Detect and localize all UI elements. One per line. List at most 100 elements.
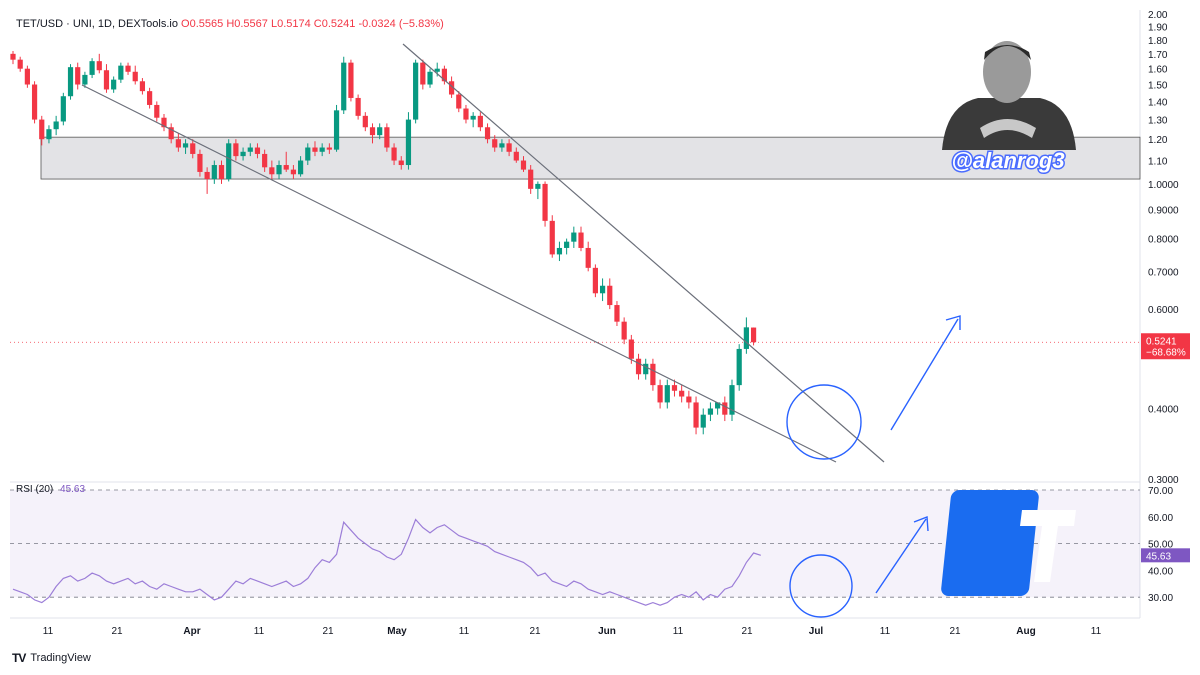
candle	[700, 408, 706, 435]
candle-body	[679, 390, 685, 397]
candle-body	[484, 127, 491, 140]
candle-body	[362, 115, 368, 128]
candle-body	[240, 151, 246, 157]
candle	[679, 385, 685, 403]
watermark-handle-group: @alanrog3@alanrog3	[950, 147, 1066, 175]
price-arrowhead	[945, 315, 961, 330]
rsi-axis-tick: 50.00	[1148, 540, 1173, 551]
candle	[657, 379, 663, 409]
candle	[686, 390, 692, 409]
price-badge-pct: −68.68%	[1146, 347, 1186, 358]
price-axis-tick: 0.9000	[1148, 206, 1179, 217]
candle-body	[592, 267, 598, 294]
candle-body	[262, 153, 268, 168]
price-axis-tick: 0.7000	[1148, 267, 1179, 278]
candle-body	[506, 143, 512, 152]
candle	[628, 334, 634, 364]
candle	[664, 379, 670, 409]
rsi-badge-value: 45.63	[1146, 551, 1171, 562]
candle-body	[254, 147, 261, 154]
candle-body	[125, 65, 131, 72]
candle-body	[333, 110, 340, 150]
candle	[463, 104, 469, 124]
candle	[333, 104, 340, 152]
candle	[614, 301, 620, 327]
candle	[53, 115, 59, 136]
candle	[139, 78, 146, 95]
candle-body	[635, 358, 642, 375]
candle-body	[413, 62, 419, 120]
candle	[298, 156, 304, 177]
candle	[111, 76, 117, 93]
watermark-handle: @alanrog3	[951, 148, 1064, 173]
rsi-legend: RSI (20) 45.63	[16, 484, 85, 495]
candle	[348, 59, 354, 102]
symbol-legend: TET/USD · UNI, 1D, DEXTools.io O0.5565 H…	[16, 18, 444, 30]
candle	[448, 76, 455, 98]
candle	[355, 94, 361, 120]
price-axis-tick: 1.0000	[1148, 180, 1179, 191]
candle	[456, 91, 462, 113]
candle-body	[585, 247, 591, 268]
rsi-label: RSI (20)	[16, 484, 54, 495]
candle-body	[326, 147, 332, 150]
candle	[671, 379, 678, 397]
candle	[197, 149, 203, 177]
candle-body	[154, 104, 160, 118]
symbol-title: TET/USD · UNI, 1D, DEXTools.io	[16, 18, 178, 30]
candle-body	[147, 91, 153, 105]
candle-body	[556, 247, 563, 255]
candle	[398, 156, 404, 170]
candle	[585, 241, 591, 272]
candle-body	[53, 121, 59, 130]
chart-canvas: 2.00 1.90 1.80 1.70 1.60 1.50 1.40 1.30 1.20 1.10…	[10, 10, 1190, 637]
time-axis-tick: May	[387, 626, 407, 637]
candle-body	[175, 139, 181, 148]
candle-body	[10, 53, 16, 60]
candle-body	[657, 385, 663, 403]
price-axis-tick: 1.60	[1148, 65, 1168, 76]
candle	[75, 62, 81, 90]
candle	[729, 379, 735, 422]
price-axis-tick: 0.8000	[1148, 235, 1179, 246]
candle-body	[463, 108, 469, 120]
candle	[707, 402, 714, 422]
rsi-breakout-arrow	[875, 518, 927, 594]
candle	[168, 123, 174, 144]
candle-body	[247, 147, 253, 152]
candle-body	[427, 71, 433, 85]
candle	[492, 135, 498, 152]
candle-body	[528, 169, 534, 189]
candle-body	[305, 147, 311, 161]
rsi-value: 45.63	[60, 484, 86, 495]
price-axis-tick: 0.4000	[1148, 404, 1179, 415]
candle	[31, 81, 38, 124]
candle-body	[650, 363, 656, 386]
brand-name: TradingView	[30, 652, 91, 664]
time-axis-tick: Apr	[183, 626, 200, 637]
candle	[607, 278, 613, 310]
rsi-axis-tick: 70.00	[1148, 486, 1173, 497]
candle	[499, 139, 505, 152]
candle	[377, 123, 383, 140]
candle-body	[607, 285, 613, 306]
candle-body	[441, 68, 447, 82]
avatar-head	[983, 41, 1031, 103]
candle	[24, 65, 30, 88]
candle-body	[226, 143, 232, 180]
price-highlight-circle	[786, 384, 862, 460]
candle-body	[707, 408, 714, 415]
time-axis-tick: 11	[1091, 626, 1102, 637]
rsi-badge	[1141, 548, 1190, 563]
candle	[542, 181, 548, 227]
candle	[549, 215, 555, 258]
candle-body	[319, 147, 325, 152]
candle	[240, 147, 246, 161]
price-axis-tick: 1.50	[1148, 81, 1168, 92]
ohlc-open: O0.5565	[181, 18, 224, 30]
candle-body	[391, 147, 397, 161]
candle-body	[571, 232, 577, 242]
candle	[391, 143, 397, 166]
time-axis-tick: 11	[459, 626, 470, 637]
avatar-hands	[980, 119, 1036, 138]
